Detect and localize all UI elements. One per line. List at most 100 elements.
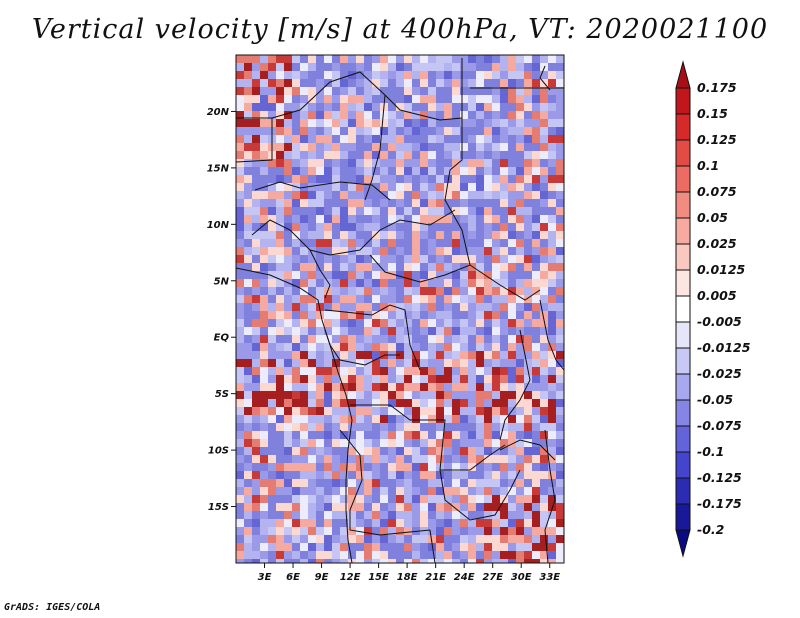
field-cell [484,199,493,208]
field-cell [548,135,557,144]
field-cell [492,295,501,304]
field-cell [252,511,261,520]
field-cell [516,63,525,72]
field-cell [252,407,261,416]
field-cell [356,559,365,563]
field-cell [300,63,309,72]
field-cell [540,455,549,464]
field-cell [524,191,533,200]
field-cell [388,111,397,120]
field-cell [532,535,541,544]
field-cell [252,199,261,208]
field-cell [252,279,261,288]
field-cell [508,495,517,504]
field-cell [484,287,493,296]
field-cell [332,463,341,472]
field-cell [380,151,389,160]
field-cell [540,415,549,424]
field-cell [356,111,365,120]
field-cell [500,503,509,512]
field-cell [236,271,245,280]
field-cell [236,167,245,176]
field-cell [476,447,485,456]
border-line [539,65,551,91]
field-cell [284,63,293,72]
colorbar-segment [675,191,691,219]
field-cell [316,399,325,408]
field-cell [372,71,381,80]
field-cell [300,359,309,368]
colorbar-label: 0.175 [697,80,737,95]
field-cell [348,263,357,272]
field-cell [412,423,421,432]
field-cell [348,199,357,208]
field-cell [484,359,493,368]
field-cell [380,527,389,536]
field-cell [468,79,477,88]
field-cell [252,495,261,504]
field-cell [460,559,469,563]
field-cell [444,295,453,304]
field-cell [484,175,493,184]
field-cell [508,503,517,512]
field-cell [356,175,365,184]
field-cell [356,431,365,440]
field-cell [260,415,269,424]
field-cell [420,535,429,544]
field-cell [532,263,541,272]
field-cell [252,151,261,160]
field-cell [468,471,477,480]
field-cell [260,63,269,72]
field-cell [308,207,317,216]
field-cell [452,495,461,504]
field-cell [444,383,453,392]
field-cell [548,303,557,312]
field-cell [556,111,564,120]
field-cell [252,95,261,104]
field-cell [500,471,509,480]
field-cell [324,151,333,160]
field-cell [356,167,365,176]
field-cell [468,415,477,424]
field-cell [372,391,381,400]
field-cell [388,255,397,264]
field-cell [436,383,445,392]
field-cell [452,199,461,208]
field-cell [460,359,469,368]
field-cell [380,239,389,248]
field-cell [404,255,413,264]
field-cell [316,127,325,136]
field-cell [436,519,445,528]
field-cell [516,175,525,184]
field-cell [236,383,245,392]
field-cell [244,487,253,496]
field-cell [460,215,469,224]
field-cell [548,447,557,456]
field-cell [516,191,525,200]
field-cell [420,95,429,104]
field-cell [388,447,397,456]
field-cell [548,55,557,64]
field-cell [540,215,549,224]
field-cell [420,479,429,488]
field-cell [332,239,341,248]
field-cell [260,255,269,264]
field-cell [412,551,421,560]
field-cell [492,159,501,168]
field-cell [308,311,317,320]
field-cell [260,71,269,80]
field-cell [244,511,253,520]
field-cell [292,503,301,512]
field-cell [244,103,253,112]
field-cell [428,527,437,536]
field-cell [484,503,493,512]
field-cell [556,255,564,264]
field-cell [412,119,421,128]
field-cell [284,391,293,400]
field-cell [532,311,541,320]
field-cell [268,295,277,304]
field-cell [236,319,245,328]
field-cell [524,111,533,120]
field-cell [364,295,373,304]
field-cell [276,135,285,144]
